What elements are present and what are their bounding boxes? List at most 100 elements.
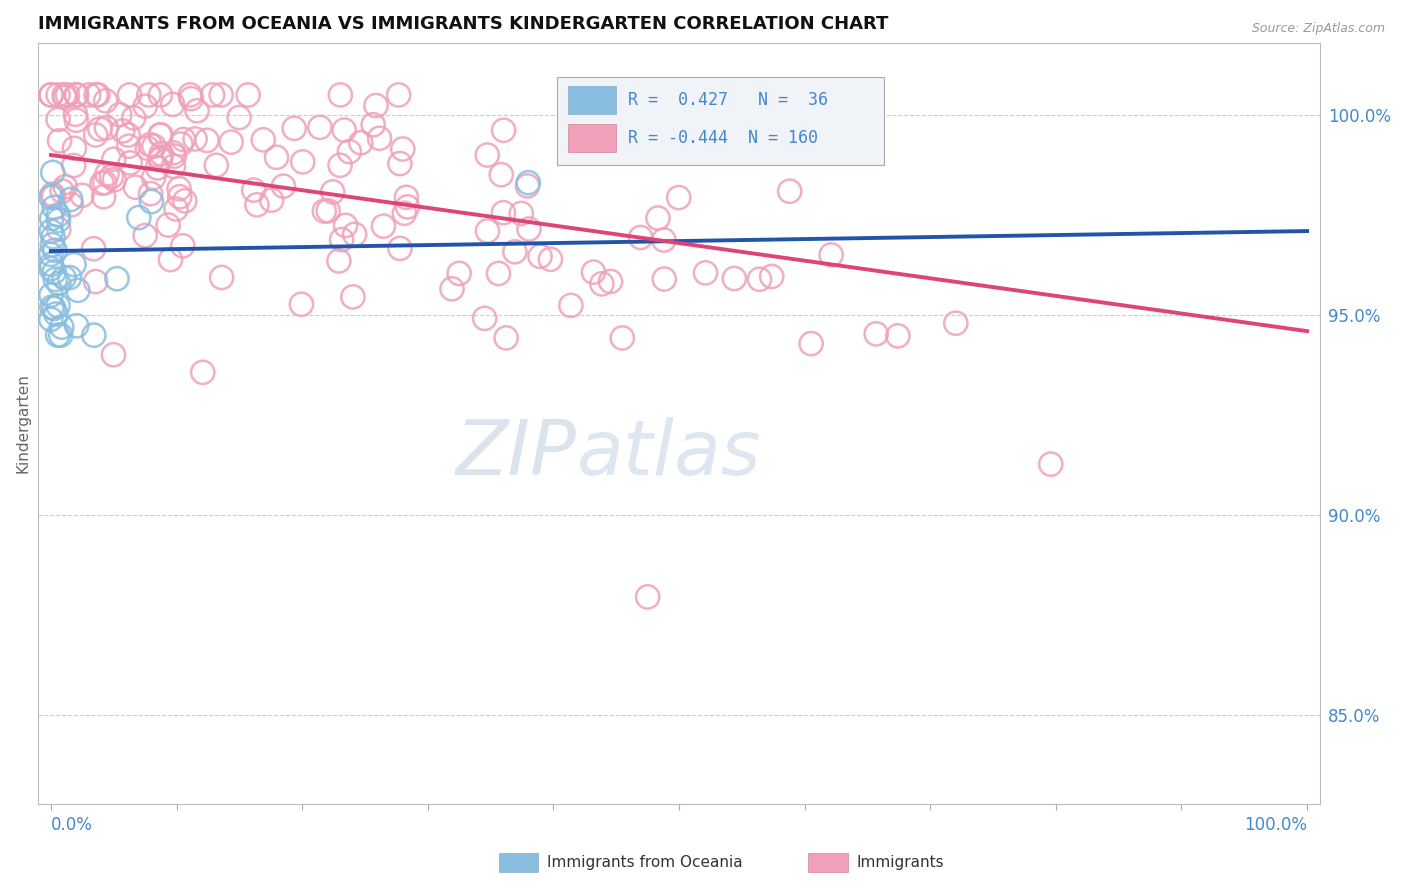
Point xyxy=(83,242,105,256)
Point xyxy=(373,219,395,233)
Text: IMMIGRANTS FROM OCEANIA VS IMMIGRANTS KINDERGARTEN CORRELATION CHART: IMMIGRANTS FROM OCEANIA VS IMMIGRANTS KI… xyxy=(38,15,889,33)
Point xyxy=(612,331,634,345)
Point xyxy=(103,153,125,167)
Point xyxy=(167,182,190,196)
Point xyxy=(42,301,65,316)
Point xyxy=(335,219,357,233)
Point xyxy=(120,156,142,170)
Point xyxy=(219,135,242,149)
Text: atlas: atlas xyxy=(576,417,761,491)
Point xyxy=(134,228,156,243)
Point xyxy=(46,112,69,127)
Point xyxy=(495,331,517,345)
Point xyxy=(53,87,76,102)
Point xyxy=(65,107,87,121)
Point xyxy=(48,222,70,236)
Point xyxy=(142,170,165,185)
Point xyxy=(396,200,419,214)
Point xyxy=(39,247,62,261)
Point xyxy=(179,87,201,102)
Point xyxy=(105,271,128,285)
Point xyxy=(394,206,416,220)
Text: Immigrants: Immigrants xyxy=(856,855,943,870)
Point xyxy=(449,266,471,280)
Point xyxy=(59,193,82,207)
Point xyxy=(134,99,156,113)
Point xyxy=(63,141,86,155)
Point xyxy=(172,239,194,253)
FancyBboxPatch shape xyxy=(568,124,616,152)
Point xyxy=(39,190,62,204)
Point xyxy=(56,87,79,102)
Point xyxy=(87,87,110,102)
Point xyxy=(103,172,125,186)
Point xyxy=(41,300,63,314)
Point xyxy=(42,190,65,204)
Point xyxy=(723,271,745,285)
Point xyxy=(46,87,69,102)
Point xyxy=(128,211,150,225)
Point xyxy=(122,111,145,125)
Point xyxy=(291,154,314,169)
Point xyxy=(201,87,224,102)
Point xyxy=(492,206,515,220)
Point xyxy=(149,153,172,167)
Point xyxy=(333,123,356,137)
Point xyxy=(173,194,195,208)
Point xyxy=(48,213,70,227)
Text: 0.0%: 0.0% xyxy=(51,815,93,833)
Point xyxy=(39,261,62,276)
Point xyxy=(44,201,66,215)
Point xyxy=(186,103,208,118)
FancyBboxPatch shape xyxy=(557,77,884,165)
Point xyxy=(538,252,561,267)
Point xyxy=(84,128,107,142)
Point xyxy=(141,194,163,209)
Point xyxy=(266,150,288,164)
Point xyxy=(474,311,496,326)
Point xyxy=(283,121,305,136)
Point xyxy=(39,288,62,302)
Point xyxy=(165,202,187,216)
Point xyxy=(329,158,352,172)
Point xyxy=(887,329,910,343)
Point xyxy=(517,176,540,190)
Point xyxy=(314,204,336,219)
Point xyxy=(488,267,510,281)
Point xyxy=(149,87,172,102)
Point xyxy=(77,87,100,102)
Point xyxy=(46,299,69,313)
Point xyxy=(66,87,89,102)
Point xyxy=(39,87,62,102)
Point xyxy=(91,176,114,190)
Point xyxy=(668,190,690,204)
Point xyxy=(48,134,70,148)
Point xyxy=(142,139,165,153)
Point xyxy=(228,111,250,125)
Point xyxy=(329,87,352,102)
Point xyxy=(342,290,364,304)
Point xyxy=(39,87,62,102)
Text: 100.0%: 100.0% xyxy=(1244,815,1308,833)
Point xyxy=(53,90,76,104)
Point xyxy=(83,328,105,343)
Point xyxy=(94,176,117,190)
Point xyxy=(273,179,295,194)
Point xyxy=(63,258,86,272)
Point xyxy=(637,590,659,604)
Point xyxy=(118,139,141,153)
Point xyxy=(42,165,65,179)
Point xyxy=(162,145,184,160)
Point xyxy=(477,148,499,162)
Point xyxy=(139,186,162,201)
Point xyxy=(51,320,73,334)
Point xyxy=(652,233,675,247)
Point xyxy=(96,120,118,135)
Point xyxy=(328,254,350,268)
Point xyxy=(195,133,218,147)
Point xyxy=(779,184,801,198)
Point xyxy=(42,229,65,244)
Point xyxy=(65,318,87,333)
FancyBboxPatch shape xyxy=(568,87,616,113)
Point xyxy=(84,87,107,102)
